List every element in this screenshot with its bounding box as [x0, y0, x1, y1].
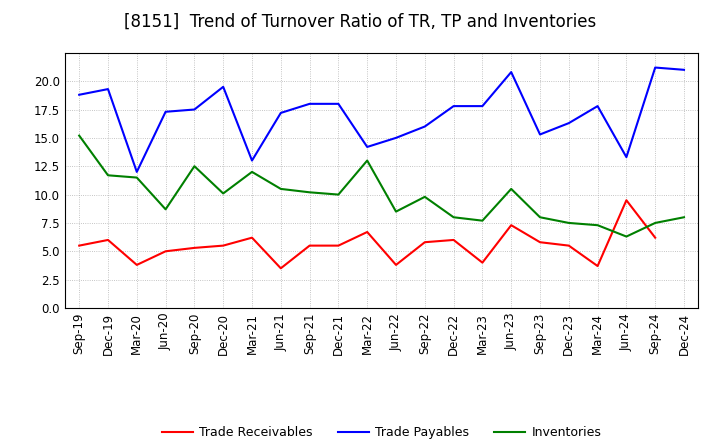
Trade Payables	[334, 101, 343, 106]
Inventories	[478, 218, 487, 224]
Trade Payables	[507, 70, 516, 75]
Inventories	[104, 172, 112, 178]
Inventories	[536, 215, 544, 220]
Trade Receivables	[276, 266, 285, 271]
Trade Payables	[478, 103, 487, 109]
Inventories	[420, 194, 429, 199]
Inventories	[622, 234, 631, 239]
Trade Payables	[132, 169, 141, 175]
Trade Payables	[190, 107, 199, 112]
Trade Payables	[536, 132, 544, 137]
Trade Receivables	[478, 260, 487, 265]
Inventories	[363, 158, 372, 163]
Inventories	[305, 190, 314, 195]
Trade Receivables	[622, 198, 631, 203]
Trade Receivables	[219, 243, 228, 248]
Trade Payables	[680, 67, 688, 73]
Trade Receivables	[248, 235, 256, 240]
Trade Payables	[622, 154, 631, 160]
Trade Receivables	[564, 243, 573, 248]
Trade Receivables	[536, 239, 544, 245]
Line: Inventories: Inventories	[79, 136, 684, 237]
Legend: Trade Receivables, Trade Payables, Inventories: Trade Receivables, Trade Payables, Inven…	[157, 422, 606, 440]
Trade Receivables	[132, 262, 141, 268]
Text: [8151]  Trend of Turnover Ratio of TR, TP and Inventories: [8151] Trend of Turnover Ratio of TR, TP…	[124, 13, 596, 31]
Trade Receivables	[104, 237, 112, 242]
Inventories	[392, 209, 400, 214]
Trade Receivables	[161, 249, 170, 254]
Trade Receivables	[651, 235, 660, 240]
Trade Payables	[392, 135, 400, 140]
Trade Payables	[363, 144, 372, 150]
Trade Payables	[593, 103, 602, 109]
Line: Trade Payables: Trade Payables	[79, 68, 684, 172]
Trade Receivables	[593, 264, 602, 269]
Inventories	[132, 175, 141, 180]
Trade Payables	[449, 103, 458, 109]
Trade Payables	[248, 158, 256, 163]
Trade Receivables	[420, 239, 429, 245]
Inventories	[75, 133, 84, 138]
Trade Receivables	[363, 229, 372, 235]
Trade Receivables	[305, 243, 314, 248]
Inventories	[507, 186, 516, 191]
Trade Receivables	[392, 262, 400, 268]
Trade Receivables	[190, 245, 199, 250]
Trade Payables	[219, 84, 228, 89]
Trade Payables	[104, 86, 112, 92]
Trade Receivables	[334, 243, 343, 248]
Inventories	[334, 192, 343, 197]
Trade Payables	[420, 124, 429, 129]
Trade Payables	[651, 65, 660, 70]
Inventories	[248, 169, 256, 175]
Inventories	[449, 215, 458, 220]
Inventories	[219, 191, 228, 196]
Trade Payables	[564, 121, 573, 126]
Inventories	[651, 220, 660, 226]
Line: Trade Receivables: Trade Receivables	[79, 200, 655, 268]
Trade Payables	[161, 109, 170, 114]
Trade Payables	[305, 101, 314, 106]
Inventories	[680, 215, 688, 220]
Inventories	[593, 223, 602, 228]
Inventories	[161, 207, 170, 212]
Inventories	[190, 164, 199, 169]
Trade Receivables	[507, 223, 516, 228]
Trade Receivables	[75, 243, 84, 248]
Trade Payables	[75, 92, 84, 97]
Trade Receivables	[449, 237, 458, 242]
Inventories	[564, 220, 573, 226]
Trade Payables	[276, 110, 285, 116]
Inventories	[276, 186, 285, 191]
